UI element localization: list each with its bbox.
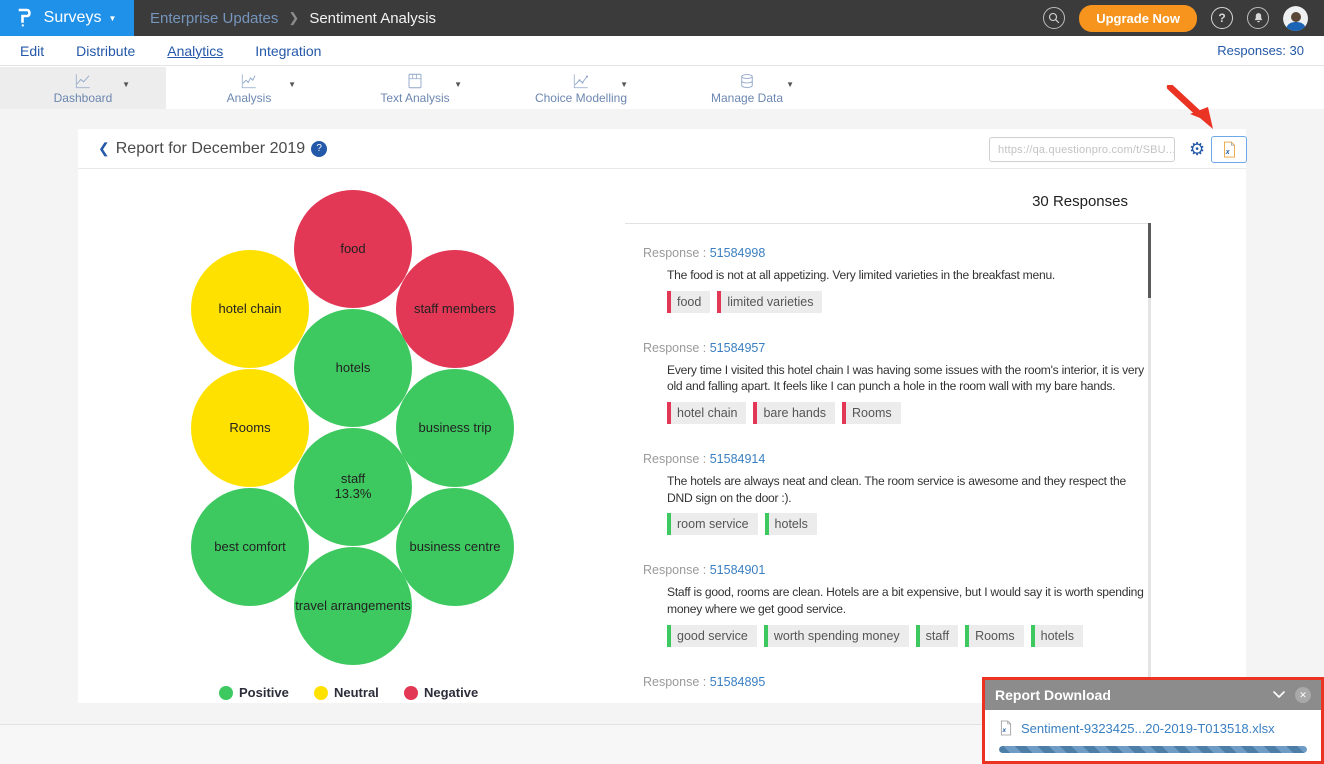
svg-text:x: x — [1002, 727, 1007, 734]
